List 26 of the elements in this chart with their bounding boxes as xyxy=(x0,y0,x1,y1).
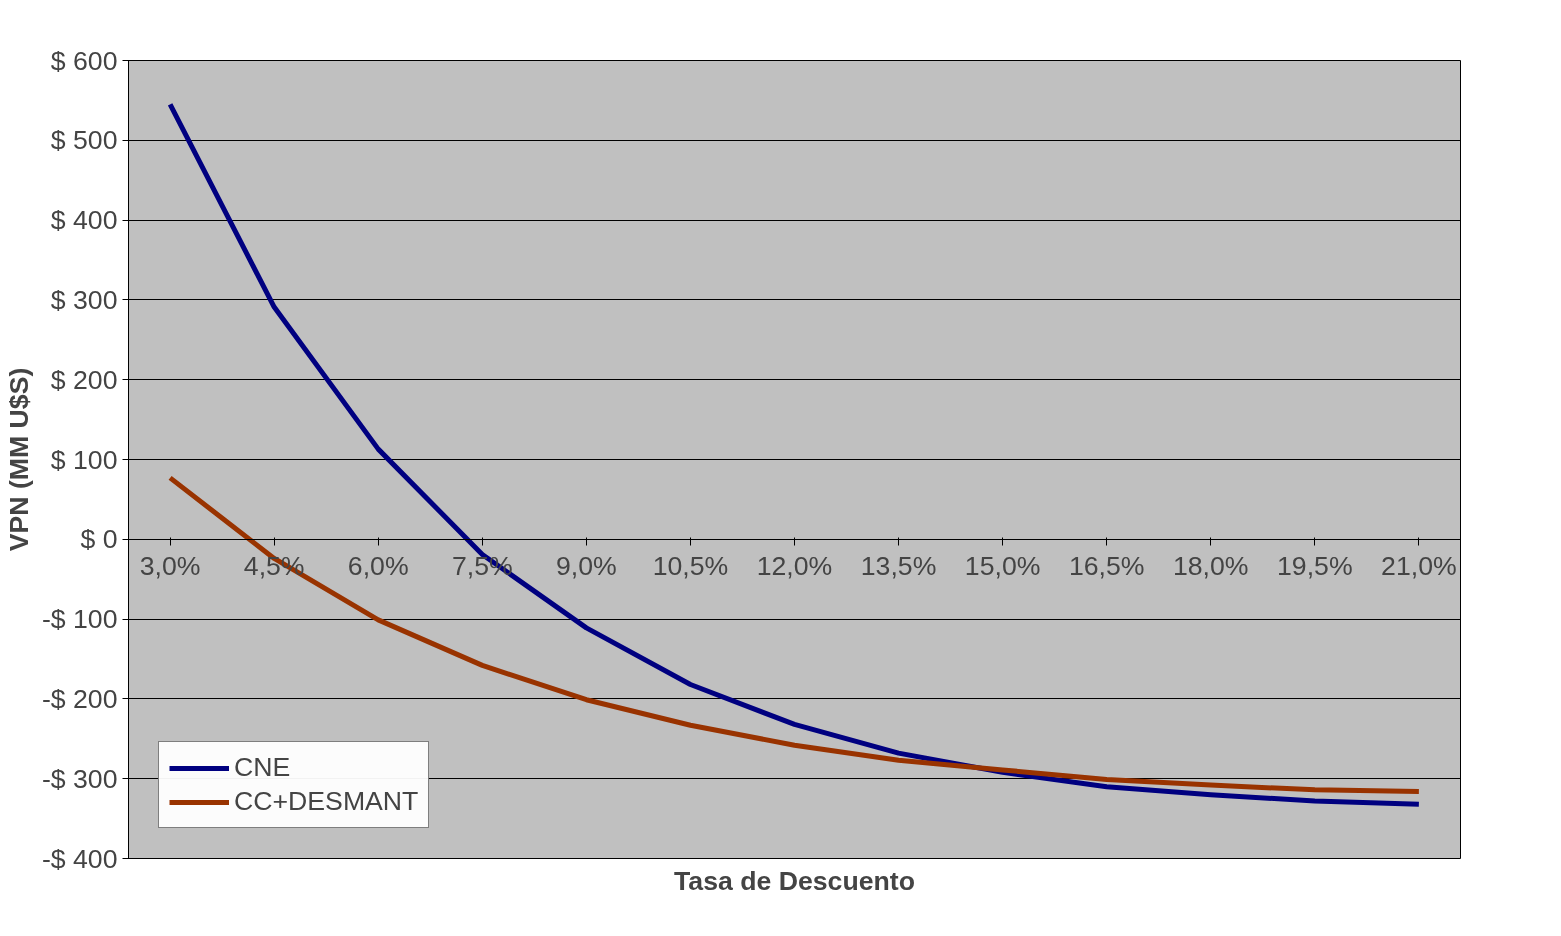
legend-label: CNE xyxy=(234,752,291,783)
y-tick-label: $ 400 xyxy=(50,205,118,236)
legend-label: CC+DESMANT xyxy=(234,786,419,817)
y-tick-label: $ 500 xyxy=(50,125,118,156)
x-tick-label: 9,0% xyxy=(556,551,617,582)
x-tick-label: 3,0% xyxy=(139,551,201,582)
y-tick-label: $ 200 xyxy=(50,364,118,395)
y-tick-label: $ 600 xyxy=(50,45,118,76)
x-tick-label: 10,5% xyxy=(652,551,729,582)
y-tick-label: $ 300 xyxy=(50,284,118,315)
y-axis-title: VPN (MM U$S) xyxy=(3,367,34,552)
y-tick-label: -$ 300 xyxy=(41,763,118,794)
x-axis-title: Tasa de Descuento xyxy=(674,865,915,896)
x-tick-label: 15,0% xyxy=(964,551,1041,582)
x-tick-label: 13,5% xyxy=(860,551,937,582)
x-tick-label: 12,0% xyxy=(756,551,833,582)
x-tick-label: 21,0% xyxy=(1381,551,1457,582)
y-tick-label: -$ 100 xyxy=(41,604,118,635)
x-tick-label: 19,5% xyxy=(1277,551,1353,582)
y-tick-label: -$ 400 xyxy=(41,843,118,874)
y-tick-label: $ 0 xyxy=(80,524,118,555)
x-tick-label: 16,5% xyxy=(1068,551,1145,582)
x-tick-label: 6,0% xyxy=(347,551,409,582)
y-tick-label: -$ 200 xyxy=(41,683,118,714)
y-tick-label: $ 100 xyxy=(50,444,118,475)
x-tick-label: 18,0% xyxy=(1172,551,1249,582)
